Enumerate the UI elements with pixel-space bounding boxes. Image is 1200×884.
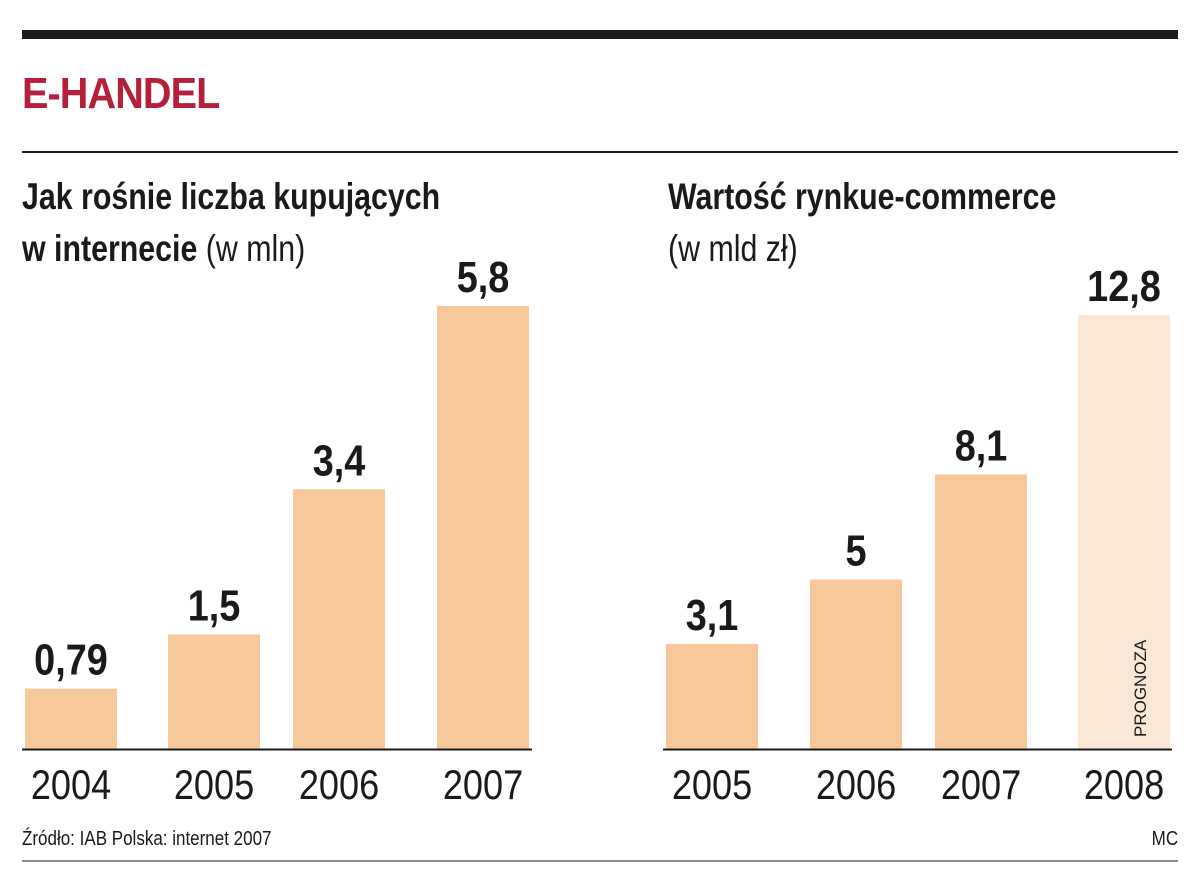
chart-title-buyers-text1: Jak rośnie liczba kupujących	[22, 176, 441, 217]
value-label-2007: 5,8	[457, 252, 510, 301]
section-title: E-HANDEL	[22, 69, 220, 118]
bar-2004	[25, 688, 117, 749]
value-label-2007: 8,1	[955, 421, 1008, 470]
forecast-label: PROGNOZA	[1131, 639, 1150, 737]
chart-title-buyers: Jak rośnie liczba kupujących w interneci…	[22, 171, 440, 275]
bar-2005	[168, 634, 260, 749]
chart-title-market-line2: (w mld zł)	[668, 223, 1056, 275]
chart-title-buyers-text2: w internecie	[22, 228, 198, 269]
tick-label-2007: 2007	[941, 763, 1021, 809]
value-label-2005: 3,1	[686, 590, 739, 639]
chart-title-buyers-line2: w internecie (w mln)	[22, 223, 440, 275]
chart-title-market-line1: Wartość rynkue-commerce	[668, 171, 1056, 223]
bar-2007	[935, 474, 1027, 749]
value-label-2005: 1,5	[188, 581, 241, 630]
bar-2007	[437, 306, 529, 749]
tick-label-2004: 2004	[31, 763, 111, 809]
tick-label-2006: 2006	[299, 763, 379, 809]
chart-title-buyers-line1: Jak rośnie liczba kupujących	[22, 171, 440, 223]
chart-title-market: Wartość rynkue-commerce (w mld zł)	[668, 171, 1056, 275]
tick-label-2006: 2006	[816, 763, 896, 809]
chart-title-market-text: Wartość rynkue-commerce	[668, 176, 1057, 217]
tick-label-2005: 2005	[672, 763, 752, 809]
value-label-2008: 12,8	[1087, 261, 1161, 310]
source-note: Źródło: IAB Polska: internet 2007	[22, 828, 272, 850]
chart-unit-market: (w mld zł)	[668, 228, 798, 269]
chart-1: 3,1 2005 5 2006 8,1 2007 12,8 2008 PROGNOZA	[663, 261, 1172, 809]
chart-unit-buyers: (w mln)	[205, 228, 306, 269]
value-label-2004: 0,79	[34, 635, 108, 684]
top-rule	[22, 30, 1178, 39]
author-credit: MC	[1151, 828, 1178, 850]
bar-2008	[1078, 315, 1170, 749]
bar-2006	[810, 579, 902, 749]
section-rule	[22, 151, 1178, 153]
tick-label-2008: 2008	[1084, 763, 1164, 809]
bar-2006	[293, 489, 385, 749]
tick-label-2007: 2007	[443, 763, 523, 809]
tick-label-2005: 2005	[174, 763, 254, 809]
bottom-rule	[22, 860, 1178, 862]
bar-2005	[666, 643, 758, 749]
value-label-2006: 5	[845, 526, 866, 575]
value-label-2006: 3,4	[313, 436, 366, 485]
chart-0: 0,79 2004 1,5 2005 3,4 2006 5,8 2007	[22, 252, 532, 809]
